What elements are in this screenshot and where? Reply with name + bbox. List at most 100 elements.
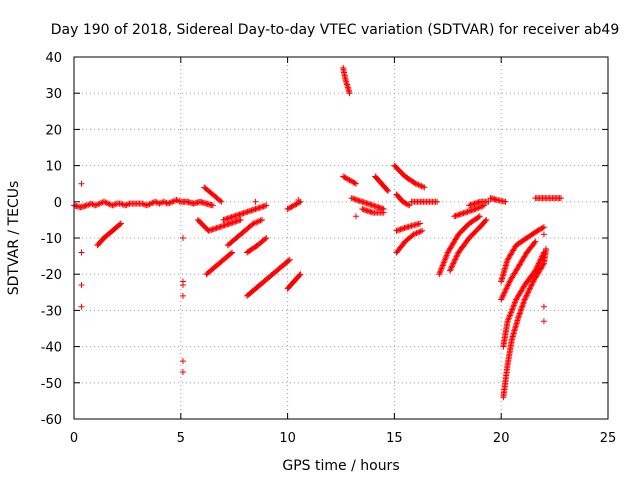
series-arc-28 — [500, 249, 547, 350]
data-point — [83, 202, 90, 209]
data-point — [475, 204, 482, 211]
data-point — [405, 201, 412, 208]
data-point — [412, 230, 419, 237]
data-point — [153, 199, 160, 206]
data-point — [450, 260, 457, 267]
data-point — [538, 225, 545, 232]
data-point — [537, 226, 544, 233]
series-arc-10 — [284, 198, 304, 213]
data-point — [351, 179, 358, 186]
data-point — [237, 216, 244, 223]
data-point — [528, 281, 535, 288]
data-point — [343, 175, 350, 182]
x-axis-label: GPS time / hours — [282, 458, 399, 474]
data-point — [401, 199, 408, 206]
y-tick-label: -30 — [41, 304, 62, 319]
data-point — [524, 289, 531, 296]
y-tick-label: -60 — [41, 413, 62, 428]
data-point — [147, 200, 154, 207]
data-point — [92, 202, 99, 209]
data-point — [173, 196, 180, 203]
data-point — [508, 308, 515, 315]
data-point — [437, 268, 444, 275]
data-point — [505, 281, 512, 288]
data-point — [505, 315, 512, 322]
data-point — [286, 256, 293, 263]
data-point — [447, 266, 454, 273]
data-point — [440, 259, 447, 266]
data-point — [534, 263, 541, 270]
y-tick-label: -40 — [41, 341, 62, 356]
data-point — [510, 302, 517, 309]
data-point — [176, 198, 183, 205]
data-point — [291, 202, 298, 209]
data-point — [506, 313, 513, 320]
data-point — [439, 263, 446, 270]
data-point — [146, 201, 153, 208]
series-arc-26 — [498, 224, 547, 285]
data-point — [284, 206, 291, 213]
data-point — [169, 198, 176, 205]
data-point — [412, 180, 419, 187]
series-arc-06 — [220, 202, 270, 223]
data-point — [507, 311, 514, 318]
data-point — [179, 368, 186, 375]
y-tick-label: -20 — [41, 268, 62, 283]
data-point — [410, 231, 417, 238]
data-point — [475, 214, 482, 221]
series-arc-25 — [487, 195, 509, 205]
data-point — [437, 266, 444, 273]
data-point — [287, 204, 294, 211]
series-arc-08 — [244, 256, 293, 299]
data-point — [112, 201, 119, 208]
data-point — [227, 250, 234, 257]
data-point — [526, 285, 533, 292]
data-point — [535, 227, 542, 234]
data-point — [525, 288, 532, 295]
data-point — [78, 282, 85, 289]
y-tick-label: 40 — [45, 51, 62, 66]
series-arc-22 — [446, 216, 490, 274]
data-point — [174, 197, 181, 204]
data-point — [417, 220, 424, 227]
data-point — [538, 255, 545, 262]
data-point — [251, 219, 258, 226]
data-point — [448, 263, 455, 270]
data-point — [89, 201, 96, 208]
series-arc-11 — [340, 64, 353, 97]
y-tick-label: 20 — [45, 123, 62, 138]
data-point — [406, 202, 413, 209]
data-point — [509, 305, 516, 312]
data-point — [543, 245, 550, 252]
data-points — [71, 64, 565, 401]
data-point — [96, 200, 103, 207]
data-point — [417, 228, 424, 235]
data-point — [533, 266, 540, 273]
data-point — [476, 204, 483, 211]
data-point — [140, 201, 147, 208]
series-arc-21 — [436, 213, 483, 278]
data-point — [476, 213, 483, 220]
y-tick-label: -50 — [41, 377, 62, 392]
series-arc-19 — [393, 227, 426, 256]
data-point — [258, 216, 265, 223]
data-point — [117, 220, 124, 227]
series-baseline — [71, 196, 216, 211]
data-point — [263, 202, 270, 209]
data-point — [503, 285, 510, 292]
series-arc-20 — [393, 220, 424, 234]
series-arc-02 — [194, 216, 244, 234]
data-point — [157, 200, 164, 207]
data-point — [289, 203, 296, 210]
data-point — [167, 199, 174, 206]
series-arc-27 — [498, 238, 539, 303]
data-point — [78, 180, 85, 187]
series-arc-29 — [500, 245, 550, 401]
data-point — [453, 253, 460, 260]
series-arc-03 — [201, 184, 225, 205]
data-point — [540, 318, 547, 325]
data-point — [347, 177, 354, 184]
data-point — [88, 200, 95, 207]
data-point — [139, 200, 146, 207]
series-arc-30 — [532, 195, 565, 202]
